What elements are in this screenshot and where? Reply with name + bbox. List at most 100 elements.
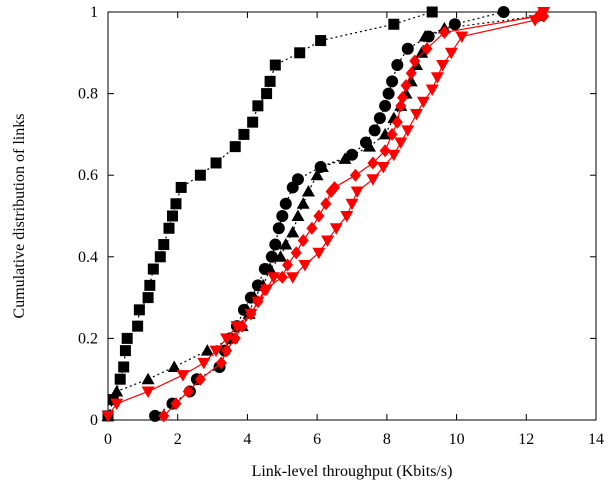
data-point [286, 225, 300, 238]
data-point [338, 152, 352, 164]
x-tick-label: 0 [104, 431, 112, 448]
series-line [163, 15, 544, 417]
y-tick-label: 0.4 [78, 249, 98, 266]
data-point [397, 91, 409, 105]
data-point [415, 46, 429, 58]
series-layer [101, 6, 551, 423]
x-tick-label: 14 [588, 431, 604, 448]
data-point [315, 160, 329, 173]
data-point [118, 361, 130, 373]
data-point [425, 84, 439, 97]
data-point [400, 78, 412, 92]
data-point [379, 99, 392, 112]
data-point [329, 223, 343, 235]
data-point [430, 72, 444, 84]
data-point [376, 162, 390, 174]
data-point [215, 356, 227, 370]
data-point [401, 125, 415, 137]
data-point [238, 128, 250, 140]
data-point [321, 235, 335, 247]
x-tick-label: 6 [313, 431, 321, 448]
data-point [229, 141, 241, 153]
data-point [142, 292, 154, 304]
data-point [388, 18, 400, 30]
data-point [401, 42, 414, 55]
x-tick-label: 4 [243, 431, 251, 448]
data-point [391, 115, 403, 129]
data-point [264, 75, 276, 87]
x-tick-label: 12 [518, 431, 534, 448]
data-point [394, 137, 408, 150]
data-point [197, 357, 211, 370]
series-line [107, 11, 545, 417]
data-point [296, 197, 310, 209]
data-point [345, 198, 359, 211]
data-point [149, 409, 162, 422]
data-point [229, 331, 241, 345]
data-point [290, 246, 302, 260]
data-point [267, 272, 281, 284]
data-point [147, 263, 159, 275]
data-point [167, 360, 181, 372]
data-point [279, 238, 293, 250]
data-point [220, 333, 234, 345]
data-point [291, 209, 305, 221]
y-tick-label: 1 [90, 4, 98, 21]
data-point [340, 211, 354, 223]
data-point [418, 29, 432, 42]
data-point [247, 116, 259, 128]
data-point [119, 345, 131, 357]
data-point [291, 173, 304, 186]
data-point [132, 320, 144, 332]
data-point [265, 250, 278, 263]
data-point [121, 332, 133, 344]
series-diamond [158, 9, 550, 423]
data-point [158, 239, 170, 251]
data-point [391, 59, 404, 72]
data-point [194, 372, 206, 386]
data-point [260, 284, 274, 296]
data-point [387, 149, 401, 162]
data-point [163, 222, 175, 234]
data-point [261, 88, 273, 100]
data-point [438, 25, 450, 39]
data-point [497, 6, 510, 18]
data-point [382, 87, 395, 100]
data-point [409, 54, 421, 68]
y-axis-label: Cumulative distribution of links [11, 114, 28, 319]
y-tick-label: 0.2 [78, 330, 98, 347]
data-point [294, 47, 306, 59]
data-point [269, 238, 282, 251]
data-point [528, 15, 542, 27]
data-point [114, 373, 126, 385]
data-point [170, 198, 182, 210]
data-point [272, 222, 285, 235]
data-point [315, 35, 327, 47]
data-point [282, 258, 294, 272]
x-tick-label: 2 [174, 431, 182, 448]
data-point [110, 398, 124, 411]
data-point [158, 409, 170, 423]
data-point [276, 210, 289, 222]
data-point [200, 344, 214, 356]
data-point [176, 370, 190, 382]
data-point [306, 221, 318, 235]
data-point [170, 397, 182, 411]
x-tick-label: 10 [449, 431, 465, 448]
data-point [286, 272, 300, 284]
plot-frame [107, 11, 597, 421]
y-tick-label: 0.8 [78, 86, 98, 103]
series-square [102, 6, 438, 422]
data-point [301, 185, 315, 197]
data-point [154, 251, 166, 263]
data-point [166, 210, 178, 222]
data-point [378, 127, 392, 140]
data-point [436, 60, 450, 72]
data-point [251, 296, 265, 309]
x-axis-label: Link-level throughput (Kbits/s) [252, 463, 453, 480]
x-tick-label: 8 [383, 431, 391, 448]
y-tick-label: 0.6 [78, 167, 98, 184]
data-point [379, 144, 391, 158]
data-point [329, 180, 341, 194]
